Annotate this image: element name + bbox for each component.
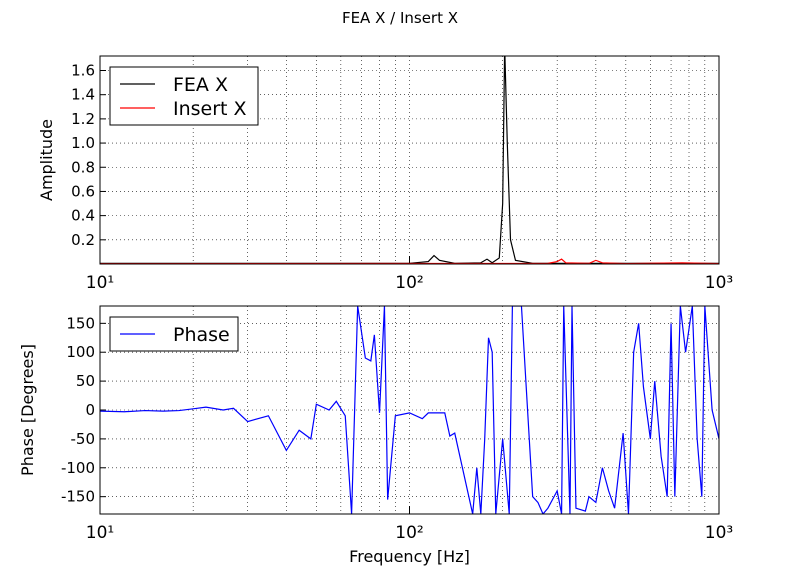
y-tick-label: -100	[61, 459, 95, 477]
y-tick-label: 150	[66, 314, 95, 332]
x-tick-label: 10¹	[86, 523, 114, 543]
axes-frame	[99, 305, 720, 515]
legend-box	[109, 66, 259, 126]
y-tick-label: 1.6	[71, 62, 95, 80]
y-tick-label: 0.4	[71, 207, 95, 225]
legend-label: FEA X	[173, 74, 228, 96]
x-tick-label: 10³	[705, 523, 733, 543]
chart-title: FEA X / Insert X	[342, 9, 458, 27]
y-tick-label: 1.4	[71, 86, 95, 104]
y-tick-label: -150	[61, 488, 95, 506]
y-axis-label: Phase [Degrees]	[18, 344, 37, 476]
y-tick-label: 50	[76, 372, 95, 390]
y-tick-label: 1.2	[71, 110, 95, 128]
x-tick-label: 10³	[705, 273, 733, 293]
y-tick-label: 1.0	[71, 134, 95, 152]
x-axis-label: Frequency [Hz]	[349, 547, 470, 566]
legend-label: Phase	[173, 324, 230, 346]
legend-label: Insert X	[173, 98, 247, 120]
y-tick-label: 0.8	[71, 158, 95, 176]
x-tick-label: 10²	[395, 523, 423, 543]
y-tick-label: 100	[66, 343, 95, 361]
axes-frame	[99, 55, 720, 265]
y-tick-label: -50	[71, 430, 96, 448]
y-tick-label: 0	[85, 401, 95, 419]
plot-area	[100, 306, 719, 514]
y-tick-label: 0.2	[71, 231, 95, 249]
series-line	[100, 306, 719, 514]
plot-area	[100, 56, 719, 264]
series-line	[100, 258, 719, 264]
series-line	[100, 56, 719, 264]
x-tick-label: 10²	[395, 273, 423, 293]
x-tick-label: 10¹	[86, 273, 114, 293]
y-axis-label: Amplitude	[37, 119, 56, 201]
y-tick-label: 0.6	[71, 182, 95, 200]
